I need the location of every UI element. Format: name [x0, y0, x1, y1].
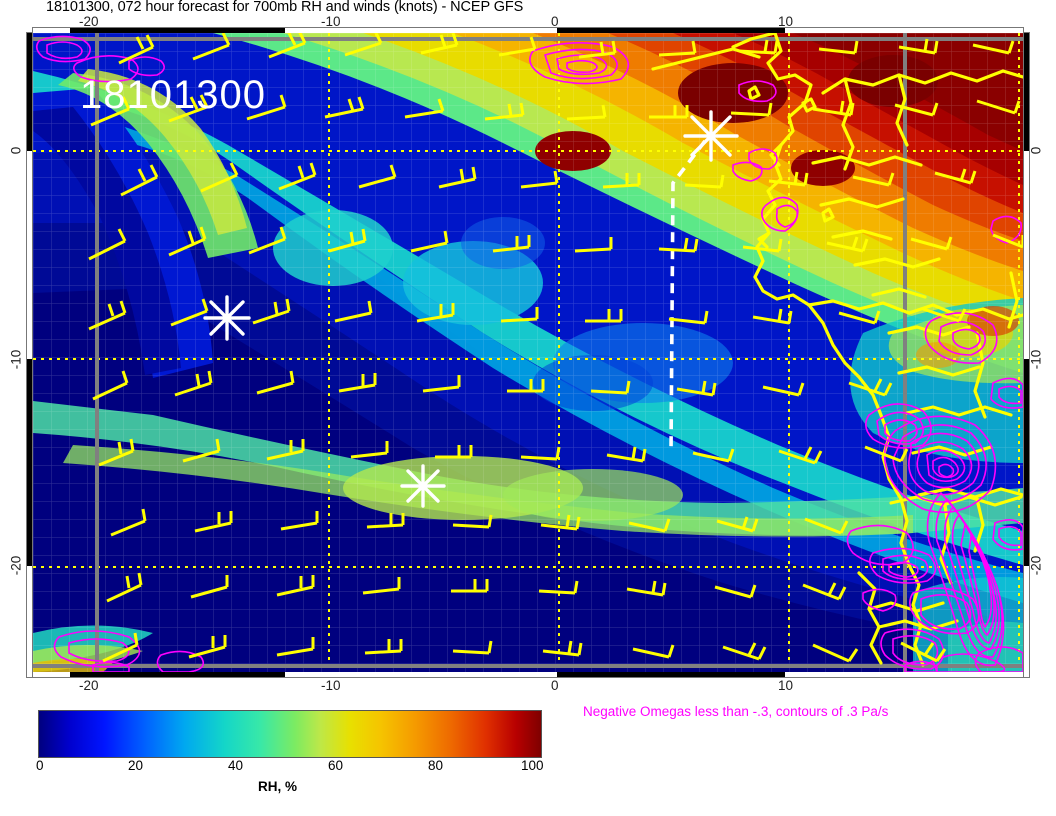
omega-note: Negative Omegas less than -.3, contours … — [583, 704, 889, 719]
axis-top-tick-3: 10 — [778, 14, 794, 29]
axis-right-tick-2: -20 — [1028, 555, 1044, 576]
axis-bottom-tick-2: 0 — [551, 678, 559, 693]
coastlines — [651, 33, 1023, 667]
axis-left-tick-0: 0 — [8, 146, 24, 155]
frame-left-seg-1 — [27, 33, 32, 151]
frame-right-seg-1 — [1024, 33, 1029, 151]
frame-bottom-seg-1 — [70, 672, 285, 677]
frame-bottom-seg-2 — [557, 672, 785, 677]
rh-contour-field — [33, 33, 1023, 672]
frame-top-seg-1 — [70, 28, 285, 33]
colorbar-tick-0: 0 — [36, 758, 44, 773]
star-marker-3 — [400, 464, 446, 508]
colorbar-tick-100: 100 — [521, 758, 544, 773]
map-canvas — [33, 33, 1023, 672]
colorbar-tick-40: 40 — [228, 758, 244, 773]
page-title: 18101300, 072 hour forecast for 700mb RH… — [46, 0, 524, 15]
axis-bottom-tick-1: -10 — [321, 678, 341, 693]
frame-left — [26, 32, 33, 678]
colorbar-tick-80: 80 — [428, 758, 444, 773]
star-marker-2 — [203, 295, 251, 341]
wind-barbs — [88, 33, 1023, 663]
storm-position-markers — [203, 110, 739, 508]
colorbar-tick-20: 20 — [128, 758, 144, 773]
colorbar-label: RH, % — [258, 779, 298, 794]
rh-colorbar[interactable] — [38, 710, 542, 758]
frame-right — [1023, 32, 1030, 678]
omega-contours — [35, 35, 1023, 672]
frame-left-seg-2 — [27, 359, 32, 566]
star-marker-1 — [683, 110, 739, 162]
axis-left-tick-2: -20 — [8, 555, 24, 576]
axis-right-tick-0: 0 — [1028, 146, 1044, 155]
axis-top-tick-1: -10 — [321, 14, 341, 29]
forecast-timestamp-overlay: 18101300 — [80, 73, 266, 117]
axis-right-tick-1: -10 — [1028, 349, 1044, 370]
frame-top-seg-2 — [557, 28, 785, 33]
axis-bottom-tick-0: -20 — [79, 678, 99, 693]
axis-top-tick-2: 0 — [551, 14, 559, 29]
axis-bottom-tick-3: 10 — [778, 678, 794, 693]
colorbar-tick-60: 60 — [328, 758, 344, 773]
frame-right-seg-2 — [1024, 359, 1029, 566]
axis-left-tick-1: -10 — [8, 349, 24, 370]
axis-top-tick-0: -20 — [79, 14, 99, 29]
map-plot-area[interactable]: 18101300 — [33, 33, 1023, 672]
